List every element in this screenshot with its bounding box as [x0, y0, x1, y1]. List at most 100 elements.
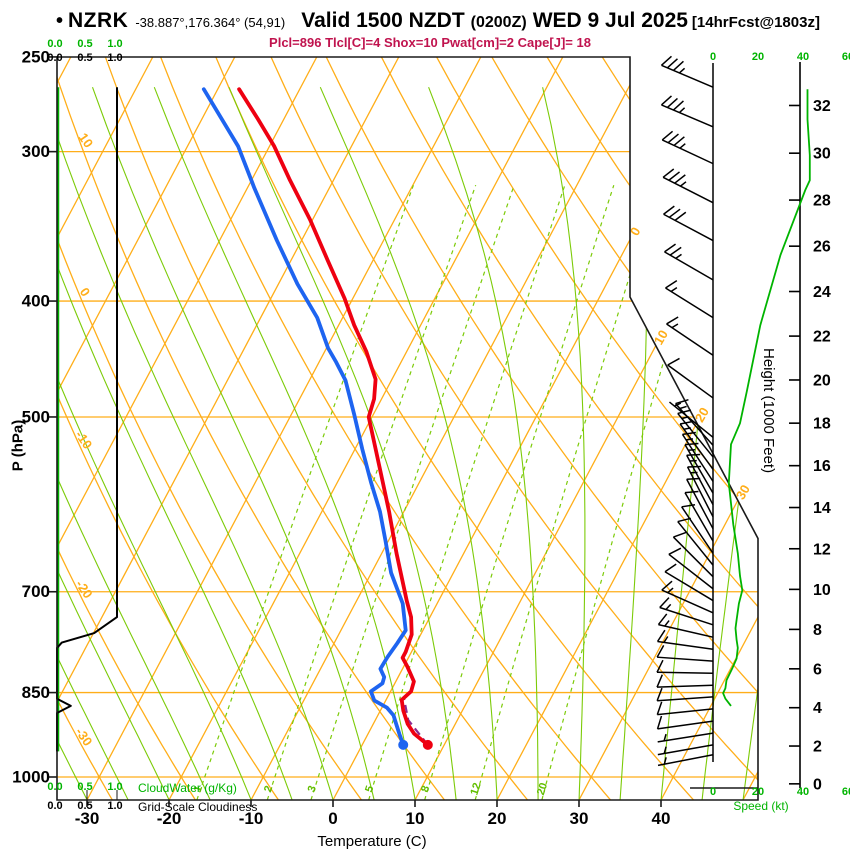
- chart-text: 250: [22, 47, 50, 66]
- height-axis-label: Height (1000 Feet): [760, 348, 777, 474]
- chart-text: 30: [570, 809, 589, 828]
- speed-tick-label: 0: [709, 786, 717, 798]
- chart-text: 18: [813, 416, 831, 433]
- mixing-ratio-line: [424, 185, 615, 800]
- dry-adiabat-line: [215, 57, 694, 800]
- temperature-axis-label: Temperature (C): [317, 833, 427, 850]
- station-coordinates: -38.887°,176.364° (54,91): [135, 15, 286, 30]
- chart-text: 1000: [12, 768, 50, 787]
- chart-text: 8: [419, 784, 432, 794]
- temperature-profile-line: [237, 87, 430, 747]
- dry-adiabat-line: [57, 57, 113, 800]
- height-axis: [789, 62, 801, 788]
- chart-text: -20: [157, 809, 182, 828]
- chart-text: 0: [77, 285, 93, 300]
- scale-tick-label: 1.0: [107, 800, 123, 812]
- scale-tick-label: 1.0: [107, 52, 123, 64]
- chart-text: 12: [813, 541, 831, 558]
- chart-text: 2: [813, 739, 822, 756]
- plot-border: [56, 56, 759, 801]
- moist-adiabat-line: [542, 87, 586, 800]
- isotherm-line: [57, 57, 236, 800]
- speed-tick-label: 60: [841, 786, 850, 798]
- valid-date: WED 9 Jul 2025: [532, 9, 688, 32]
- chart-text: 10: [76, 130, 97, 150]
- chart-text: 20: [692, 405, 712, 425]
- isotherm-line: [86, 57, 482, 800]
- scale-tick-label: 0.0: [47, 800, 63, 812]
- scale-tick-label: 0.0: [47, 38, 63, 50]
- isotherm-line: [578, 57, 758, 800]
- title-row: • NZRK -38.887°,176.364° (54,91) Valid 1…: [56, 9, 820, 33]
- mixing-ratio-line: [474, 185, 659, 800]
- scale-tick-label: 0.0: [47, 781, 63, 793]
- moist-adiabat-line: [57, 87, 252, 800]
- scale-tick-label: 0.5: [77, 800, 93, 812]
- chart-text: 32: [813, 98, 831, 115]
- surface-temperature-dot: [422, 739, 433, 750]
- chart-text: 40: [652, 809, 671, 828]
- moist-adiabat-line: [57, 87, 170, 800]
- profiles: [56, 87, 433, 752]
- moist-adiabat-line: [153, 86, 416, 800]
- chart-text: 30: [733, 482, 753, 502]
- isotherm-line: [660, 57, 758, 800]
- moist-adiabat-line: [319, 86, 498, 800]
- chart-text: 20: [535, 781, 550, 796]
- chart-text: 10: [651, 327, 671, 347]
- moist-adiabat-line: [57, 87, 129, 800]
- chart-text: 26: [813, 239, 831, 256]
- chart-text: 30: [813, 146, 831, 163]
- speed-tick-label: 20: [751, 51, 765, 63]
- grid-lines: [57, 57, 758, 800]
- surface-dewpoint-dot: [398, 739, 409, 750]
- scale-tick-label: 0.5: [77, 52, 93, 64]
- dry-adiabat-line: [270, 57, 758, 800]
- cloudiness-profile-line: [56, 87, 118, 752]
- chart-text: 300: [22, 142, 50, 161]
- dry-adiabat-line: [325, 57, 758, 800]
- chart-text: 700: [22, 582, 50, 601]
- moist-adiabat-line: [91, 87, 375, 800]
- speed-axis-label: Speed (kt): [733, 799, 789, 813]
- dry-adiabat-line: [436, 57, 758, 800]
- moist-adiabat-line: [701, 87, 758, 800]
- chart-text: 8: [813, 622, 822, 639]
- isotherm-line: [414, 57, 758, 800]
- scale-tick-label: 0.5: [77, 781, 93, 793]
- chart-text: 12: [468, 781, 483, 796]
- chart-text: 20: [488, 809, 507, 828]
- isotherm-line: [168, 57, 564, 800]
- wind-speed-profile-line: [722, 89, 811, 707]
- dry-adiabat-line: [159, 57, 611, 800]
- cloudwater-scale-top: 0.0 0.5 1.0: [40, 38, 130, 50]
- moist-adiabat-line: [57, 87, 293, 800]
- chart-text: 10: [813, 582, 831, 599]
- plot-frame: [49, 56, 759, 807]
- mixing-ratio-line: [310, 185, 515, 800]
- moist-adiabat-line: [742, 87, 758, 800]
- speed-tick-label: 40: [796, 786, 810, 798]
- mixing-ratio-line: [368, 185, 566, 800]
- cloudiness-axis-label: Grid-Scale Cloudiness: [138, 800, 258, 814]
- chart-text: 3: [306, 784, 319, 794]
- moist-adiabat-line: [57, 87, 211, 800]
- chart-text: 0: [813, 776, 822, 793]
- moist-adiabat-line: [428, 87, 539, 800]
- forecast-tag: [14hrFcst@1803z]: [691, 14, 820, 31]
- chart-text: 10: [406, 809, 425, 828]
- zulu-time: (0200Z): [470, 14, 527, 31]
- scale-tick-label: 0.5: [77, 38, 93, 50]
- chart-text: -10: [72, 428, 95, 452]
- pressure-axis-label: P (hPa): [9, 419, 27, 472]
- dewpoint-profile-line: [201, 87, 408, 747]
- chart-text: 400: [22, 292, 50, 311]
- valid-time: Valid 1500 NZDT: [301, 9, 465, 32]
- chart-text: 5: [363, 784, 376, 794]
- dry-adiabat-line: [57, 57, 362, 800]
- scale-tick-label: 1.0: [107, 38, 123, 50]
- chart-text: 24: [813, 284, 831, 301]
- chart-text: 1: [192, 784, 205, 794]
- dry-adiabat-line: [57, 57, 445, 800]
